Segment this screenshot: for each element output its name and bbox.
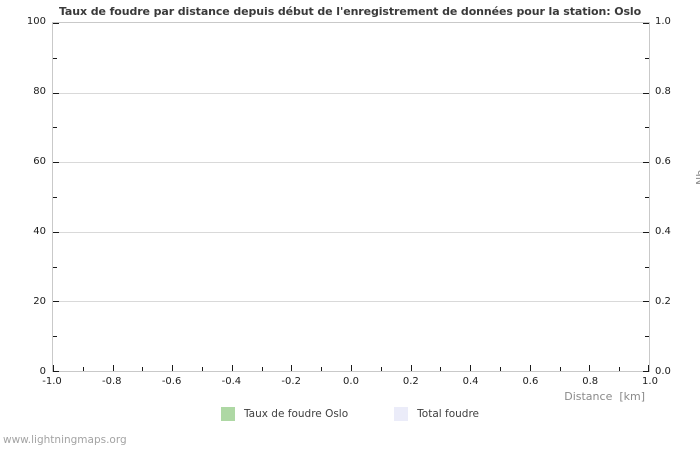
x-tick [648, 365, 649, 371]
x-tick [351, 365, 352, 371]
y-tick-left [53, 231, 59, 233]
y-minor-tick-left [53, 266, 57, 268]
y-tick-right [643, 371, 649, 372]
y-minor-tick-right [645, 57, 649, 59]
y-minor-tick-left [53, 197, 57, 198]
legend-swatch-icon [394, 407, 409, 421]
gridline [53, 231, 649, 233]
x-minor-tick [500, 367, 501, 371]
x-tick-label: -0.8 [102, 376, 122, 387]
y-tick-label-left: 100 [26, 16, 46, 27]
x-minor-tick [559, 367, 561, 371]
legend-label: Taux de foudre Oslo [243, 408, 349, 420]
chart-title: Taux de foudre par distance depuis début… [58, 5, 642, 18]
x-tick [529, 365, 531, 371]
x-minor-tick [261, 367, 263, 371]
y-tick-label-left: 0 [39, 366, 46, 377]
y-tick-left [53, 92, 59, 94]
gridline [53, 92, 649, 94]
y-minor-tick-right [645, 266, 649, 268]
y-tick-label-right: 0.4 [655, 226, 671, 237]
x-tick-label: 0.0 [343, 376, 359, 387]
plot-area [52, 22, 650, 372]
x-minor-tick [380, 367, 382, 371]
y-axis-right-label: Nb [694, 169, 700, 185]
x-tick [231, 365, 233, 371]
x-tick-label: -0.4 [221, 376, 242, 387]
legend-swatch-icon [220, 407, 235, 421]
x-axis-label: Distance [km] [564, 390, 645, 403]
x-tick [410, 365, 412, 371]
y-tick-label-right: 0.8 [655, 86, 671, 97]
y-tick-label-right: 0.2 [655, 296, 671, 307]
y-minor-tick-left [53, 127, 57, 129]
y-tick-label-right: 0.6 [655, 156, 671, 167]
y-tick-left [53, 371, 59, 372]
legend-item: Total foudre [394, 407, 479, 421]
y-minor-tick-right [645, 197, 649, 198]
y-tick-right [643, 162, 649, 164]
y-tick-left [53, 23, 59, 24]
x-minor-tick [202, 367, 203, 371]
x-minor-tick [440, 367, 442, 371]
y-tick-right [643, 92, 649, 94]
x-tick [291, 365, 293, 371]
chart-legend: Taux de foudre Oslo Total foudre [0, 407, 700, 421]
y-tick-label-left: 20 [33, 296, 46, 307]
x-minor-tick [142, 367, 144, 371]
x-tick-label: 0.8 [582, 376, 599, 387]
x-tick-label: -0.6 [161, 376, 182, 387]
x-tick-label: -1.0 [42, 376, 62, 387]
x-tick [589, 365, 591, 371]
y-tick-left [53, 162, 59, 164]
gridline [53, 301, 649, 303]
y-tick-right [643, 23, 649, 24]
y-tick-label-left: 60 [33, 156, 46, 167]
x-tick-label: 1.0 [642, 376, 658, 387]
gridline [53, 162, 649, 164]
x-tick [470, 365, 472, 371]
y-tick-label-right: 0.0 [655, 366, 671, 377]
x-tick [112, 365, 114, 371]
x-tick-label: -0.2 [281, 376, 301, 387]
y-minor-tick-left [53, 336, 57, 338]
y-minor-tick-right [645, 336, 649, 338]
y-tick-right [643, 231, 649, 233]
x-minor-tick [619, 367, 621, 371]
x-tick [53, 365, 54, 371]
x-tick [172, 365, 174, 371]
legend-label: Total foudre [417, 408, 480, 420]
legend-item: Taux de foudre Oslo [220, 407, 349, 421]
y-tick-left [53, 301, 59, 303]
x-tick-label: 0.4 [462, 376, 479, 387]
y-minor-tick-left [53, 57, 57, 59]
y-minor-tick-right [645, 127, 649, 129]
y-tick-label-left: 40 [33, 226, 46, 237]
x-minor-tick [321, 367, 323, 371]
x-minor-tick [82, 367, 84, 371]
y-tick-label-left: 80 [33, 86, 46, 97]
x-tick-label: 0.2 [402, 376, 419, 387]
y-tick-right [643, 301, 649, 303]
watermark-link: www.lightningmaps.org [3, 434, 127, 446]
x-tick-label: 0.6 [522, 376, 539, 387]
y-tick-label-right: 1.0 [655, 16, 671, 27]
